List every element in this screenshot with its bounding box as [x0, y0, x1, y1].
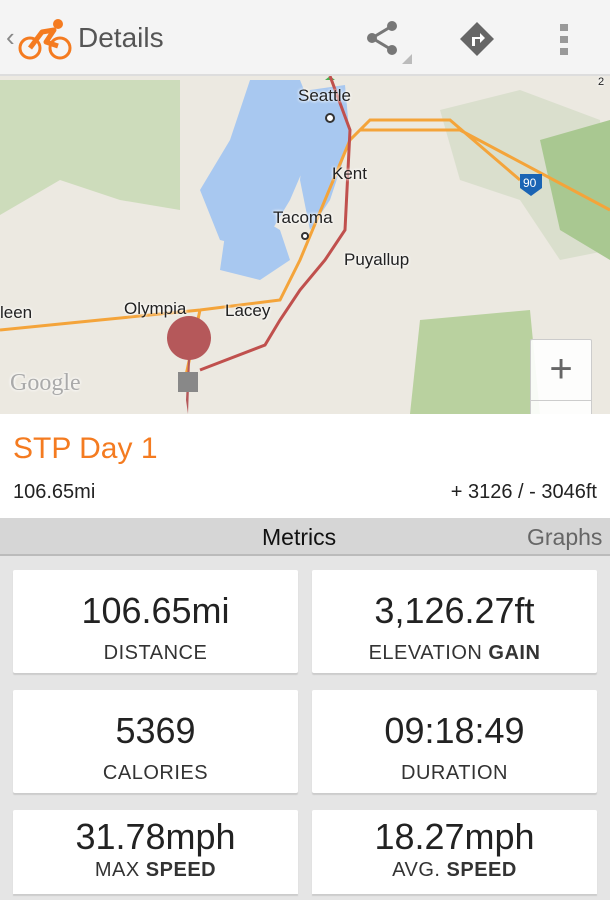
- route-distance: 106.65mi: [13, 481, 96, 503]
- action-bar: ‹ Details: [0, 0, 610, 76]
- map-label-lacey: Lacey: [225, 301, 271, 320]
- page-title: Details: [78, 22, 164, 53]
- metric-label: MAX SPEED: [94, 859, 217, 881]
- map-label-kent: Kent: [332, 164, 367, 183]
- route-elevation: + 3126 / - 3046ft: [450, 481, 597, 503]
- route-summary: STP Day 1 106.65mi + 3126 / - 3046ft: [0, 414, 610, 518]
- metric-label: CALORIES: [102, 762, 209, 784]
- tab-bar: Metrics Graphs: [0, 518, 610, 556]
- metric-value: 5369: [115, 710, 196, 751]
- metric-value: 3,126.27ft: [374, 590, 535, 631]
- metric-value: 18.27mph: [374, 816, 535, 857]
- tab-metrics[interactable]: Metrics: [262, 524, 337, 550]
- route-map[interactable]: Seattle Kent Tacoma Puyallup Olympia Lac…: [0, 76, 610, 414]
- map-label-puyallup: Puyallup: [344, 250, 410, 269]
- highway-2-shield: 2: [598, 76, 605, 88]
- metric-value: 106.65mi: [81, 590, 230, 631]
- cyclist-logo-icon[interactable]: [18, 18, 74, 60]
- route-name: STP Day 1: [13, 432, 158, 465]
- map-label-tacoma: Tacoma: [273, 208, 333, 227]
- metric-label: ELEVATION GAIN: [368, 642, 541, 664]
- metric-label: DURATION: [401, 762, 508, 784]
- metric-card-duration: 09:18:49 DURATION: [312, 690, 597, 793]
- map-label-olympia: Olympia: [124, 299, 187, 318]
- map-label-seattle: Seattle: [298, 86, 351, 105]
- metric-value: 31.78mph: [75, 816, 236, 857]
- metric-card-max-speed: 31.78mph MAX SPEED: [13, 810, 298, 894]
- map-canvas: [0, 76, 610, 414]
- map-label-aberdeen: leen: [0, 303, 33, 322]
- tab-graphs[interactable]: Graphs: [527, 524, 603, 550]
- metric-card-elevation-gain: 3,126.27ft ELEVATION GAIN: [312, 570, 597, 673]
- metric-value: 09:18:49: [384, 710, 525, 751]
- overflow-menu-icon[interactable]: [558, 24, 570, 56]
- zoom-controls: + −: [530, 339, 592, 414]
- metric-card-distance: 106.65mi DISTANCE: [13, 570, 298, 673]
- zoom-out-button[interactable]: −: [531, 400, 591, 414]
- zoom-in-button[interactable]: +: [549, 347, 573, 391]
- share-icon[interactable]: [366, 18, 414, 64]
- directions-icon[interactable]: [460, 22, 494, 56]
- google-logo: Google: [10, 370, 81, 396]
- back-chevron-icon[interactable]: ‹: [6, 22, 15, 52]
- metric-card-calories: 5369 CALORIES: [13, 690, 298, 793]
- interstate-90-shield: 90: [523, 176, 537, 190]
- metric-card-avg-speed: 18.27mph AVG. SPEED: [312, 810, 597, 894]
- metric-label: DISTANCE: [103, 642, 208, 664]
- metric-label: AVG. SPEED: [392, 859, 517, 881]
